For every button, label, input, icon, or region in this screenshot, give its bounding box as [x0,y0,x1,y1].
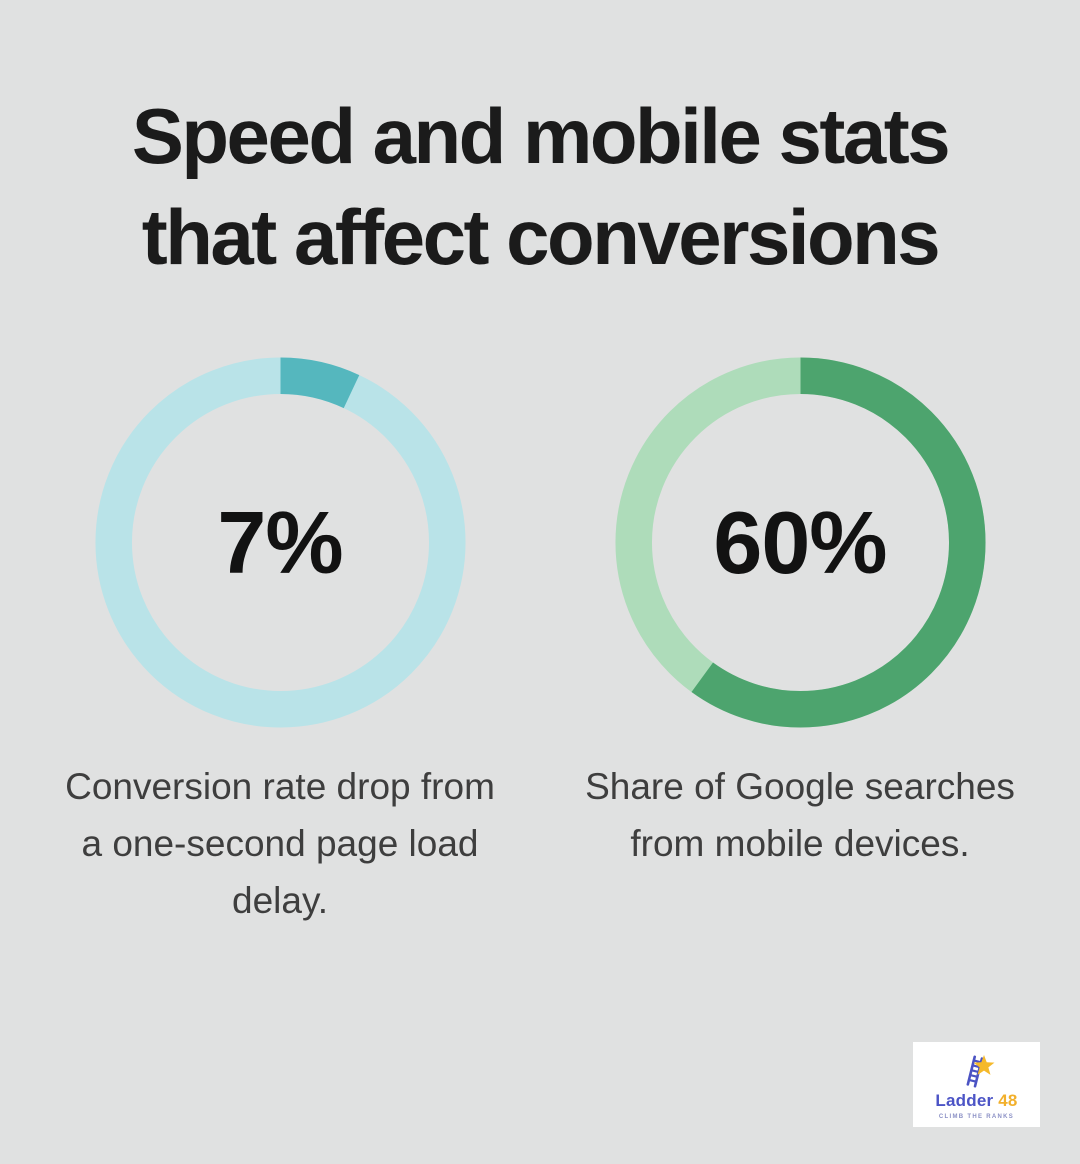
caption-line: Conversion rate drop from [65,766,495,807]
brand-tagline: CLIMB THE RANKS [938,1114,1015,1120]
caption-line: a one-second page load [81,823,479,864]
stat-card-conversion-drop: 7% Conversion rate drop from a one-secon… [20,355,540,929]
brand-logo-card: Ladder 48 CLIMB THE RANKS [913,1042,1040,1127]
stat-card-mobile-searches: 60% Share of Google searches from mobile… [540,355,1060,872]
caption-line: Share of Google searches [585,766,1015,807]
caption-line: from mobile devices. [630,823,970,864]
donut-chart-mobile-searches [614,357,986,728]
stat-caption-conversion-drop: Conversion rate drop from a one-second p… [20,758,540,929]
caption-line: delay. [232,880,328,921]
brand-number: 48 [998,1091,1018,1110]
page-title-line-1: Speed and mobile stats [131,92,951,180]
donut-chart-conversion-drop [94,357,466,728]
brand-name: Ladder [935,1091,994,1110]
stat-value-mobile-searches: 60% [713,492,887,592]
page-title-line-2: that affect conversions [141,193,941,281]
brand-wordmark: Ladder 48 [935,1092,1017,1110]
stat-value-conversion-drop: 7% [217,492,343,592]
donut-wrap-conversion-drop: 7% [93,355,468,730]
star-icon [973,1055,994,1075]
donut-value-arc [94,357,466,728]
ladder-star-icon [957,1051,997,1091]
page-title: Speed and mobile stats that affect conve… [0,86,1080,288]
donut-value-arc [614,357,986,728]
donut-wrap-mobile-searches: 60% [613,355,988,730]
stat-caption-mobile-searches: Share of Google searches from mobile dev… [540,758,1060,872]
